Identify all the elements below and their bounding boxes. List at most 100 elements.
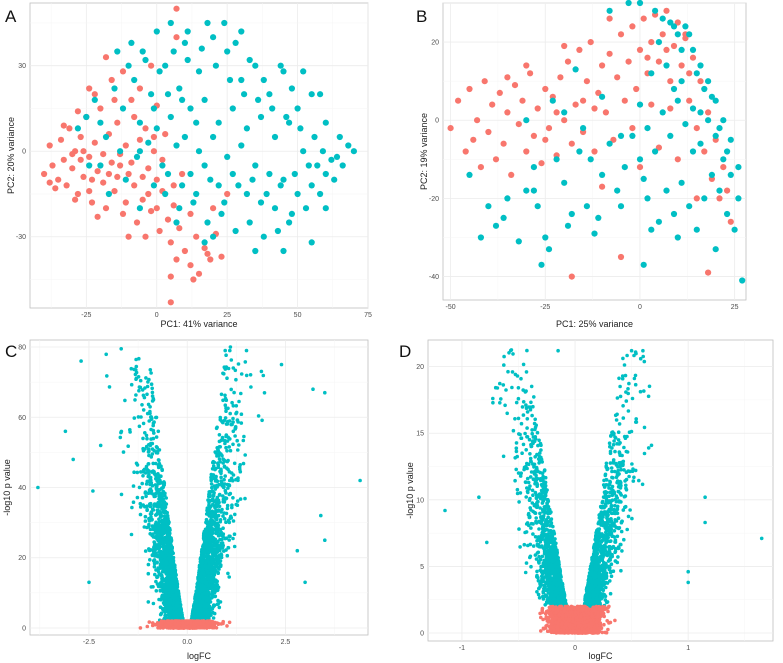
point-significant	[219, 555, 224, 560]
point-group-2	[246, 219, 253, 226]
point-group-2	[204, 219, 211, 226]
point-group-1	[167, 239, 174, 246]
point-significant	[212, 570, 216, 575]
point-group-2	[167, 19, 174, 27]
point-group-1	[108, 159, 115, 166]
point-significant	[239, 421, 244, 425]
point-significant	[223, 367, 228, 371]
point-significant	[151, 585, 155, 589]
point-significant	[146, 462, 151, 466]
point-group-2	[731, 226, 738, 233]
point-group-1	[686, 97, 693, 104]
point-group-2	[173, 142, 180, 149]
point-significant	[217, 457, 222, 461]
point-significant	[197, 592, 201, 597]
point-group-2	[336, 133, 343, 141]
point-significant	[130, 505, 134, 510]
point-significant	[216, 501, 221, 505]
point-significant	[160, 578, 164, 582]
point-significant	[159, 474, 163, 479]
point-significant	[178, 608, 183, 612]
point-group-2	[583, 203, 591, 210]
point-significant	[221, 532, 226, 536]
point-significant	[221, 526, 225, 530]
point-group-2	[114, 48, 121, 55]
x-tick-label: -2.5	[83, 639, 95, 646]
point-group-2	[294, 105, 301, 112]
point-significant	[230, 478, 235, 483]
point-significant	[157, 520, 162, 524]
x-tick-label: 75	[364, 312, 372, 319]
point-significant	[261, 373, 266, 378]
point-group-2	[271, 205, 279, 212]
point-group-1	[128, 159, 135, 166]
point-significant	[233, 434, 237, 438]
point-significant	[217, 504, 222, 509]
point-significant	[205, 591, 209, 595]
point-significant	[155, 445, 159, 450]
point-group-2	[693, 226, 700, 233]
point-significant	[155, 574, 160, 579]
point-group-2	[280, 176, 287, 183]
point-significant	[232, 544, 237, 549]
point-significant	[146, 447, 151, 451]
point-group-2	[308, 91, 315, 98]
point-group-2	[105, 190, 112, 198]
point-significant	[225, 503, 230, 508]
point-group-1	[72, 196, 79, 203]
point-group-2	[636, 156, 644, 163]
point-significant	[204, 555, 208, 559]
point-significant	[210, 526, 214, 530]
point-significant	[224, 409, 228, 414]
point-significant	[139, 415, 143, 419]
point-significant	[123, 398, 127, 403]
y-tick-label: 0	[22, 149, 26, 156]
point-significant	[208, 522, 213, 527]
point-significant	[155, 451, 160, 455]
point-group-2	[727, 171, 734, 178]
point-significant	[157, 505, 161, 509]
point-significant	[239, 391, 243, 396]
point-group-2	[156, 68, 163, 75]
point-significant	[129, 382, 134, 387]
point-significant	[195, 595, 199, 600]
point-group-2	[724, 210, 731, 218]
point-group-2	[193, 119, 200, 126]
point-group-1	[538, 160, 545, 167]
point-group-1	[102, 205, 110, 212]
point-significant	[207, 583, 211, 587]
point-group-2	[705, 117, 712, 124]
point-significant	[214, 517, 219, 522]
point-significant	[205, 527, 209, 532]
point-significant	[211, 460, 215, 465]
point-significant	[141, 436, 145, 441]
point-significant	[235, 438, 239, 443]
point-group-2	[201, 96, 208, 103]
point-group-2	[716, 125, 723, 132]
point-group-1	[640, 15, 647, 22]
point-significant	[213, 514, 218, 519]
point-significant	[214, 557, 218, 562]
point-significant	[156, 526, 160, 530]
point-significant	[198, 583, 203, 587]
point-significant	[204, 532, 209, 537]
point-significant	[217, 544, 222, 549]
point-significant	[231, 416, 235, 421]
point-group-1	[139, 173, 146, 180]
point-group-2	[697, 140, 704, 147]
point-significant	[149, 382, 154, 387]
point-group-2	[492, 222, 500, 229]
point-group-1	[568, 140, 575, 147]
point-significant	[157, 481, 162, 485]
point-group-2	[288, 210, 295, 217]
point-group-2	[297, 125, 304, 132]
point-significant	[231, 496, 235, 500]
point-group-2	[655, 39, 663, 46]
point-significant	[218, 415, 223, 420]
point-significant	[200, 607, 205, 612]
point-significant	[210, 498, 215, 502]
point-significant	[208, 505, 213, 509]
point-significant	[220, 480, 224, 485]
point-group-2	[274, 227, 281, 235]
